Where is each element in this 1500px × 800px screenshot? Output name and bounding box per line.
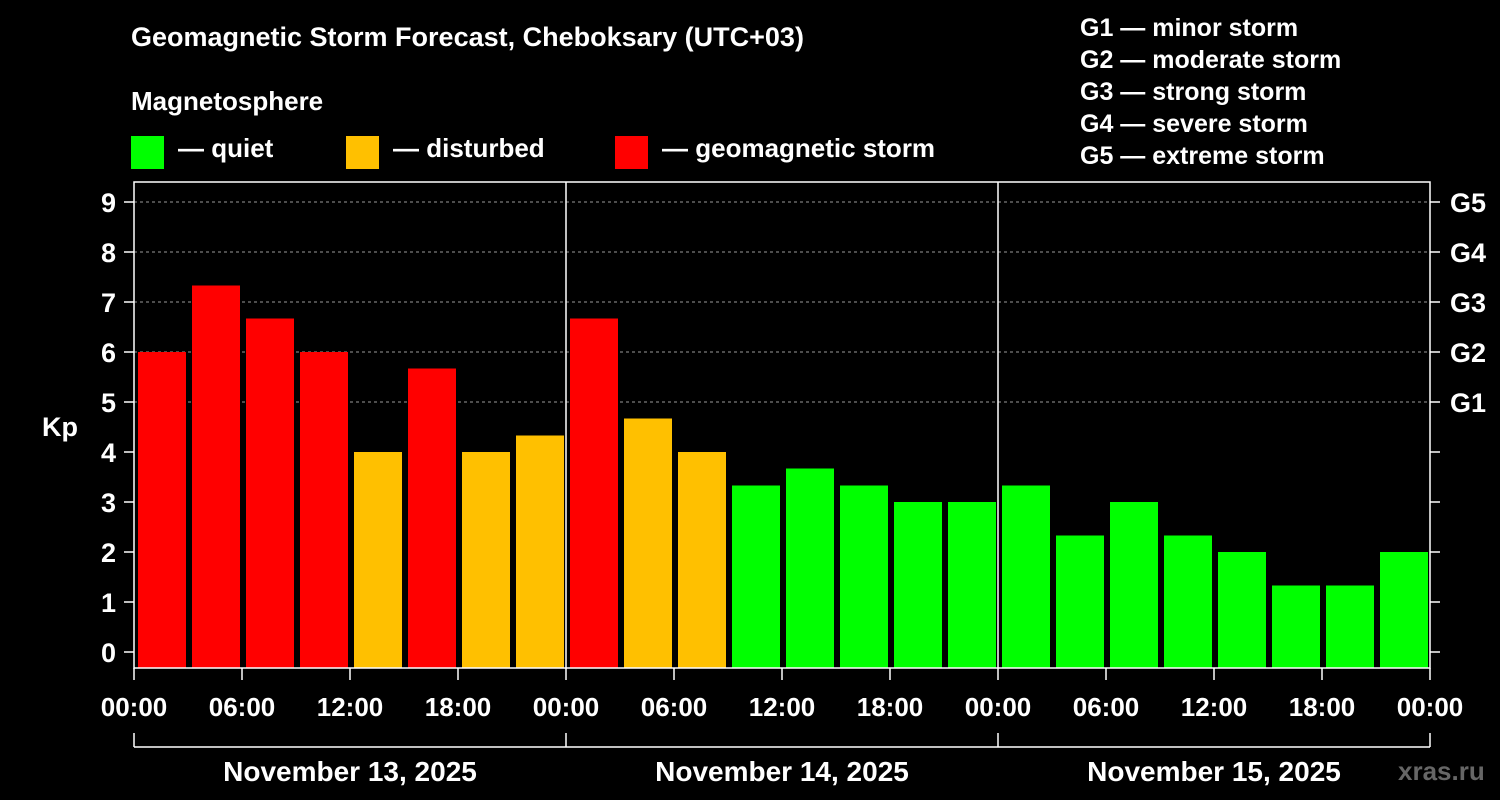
y-tick-label-7: 7 xyxy=(101,288,116,318)
storm-scale-g1: G1 — minor storm xyxy=(1080,14,1299,42)
bar-21 xyxy=(1272,585,1320,668)
legend-swatch-quiet xyxy=(131,136,164,169)
bar-22 xyxy=(1326,585,1374,668)
right-tick-label-g3: G3 xyxy=(1450,288,1486,318)
y-tick-label-5: 5 xyxy=(101,388,116,418)
bar-0 xyxy=(138,352,186,668)
bar-3 xyxy=(300,352,348,668)
bar-20 xyxy=(1218,552,1266,668)
x-tick-label-1: 06:00 xyxy=(209,692,276,722)
x-tick-label-7: 18:00 xyxy=(857,692,924,722)
x-tick-label-8: 00:00 xyxy=(965,692,1032,722)
bar-23 xyxy=(1380,552,1428,668)
x-tick-label-6: 12:00 xyxy=(749,692,816,722)
bar-12 xyxy=(786,468,834,668)
legend-heading: Magnetosphere xyxy=(131,86,324,116)
day-label-2: November 15, 2025 xyxy=(1087,756,1341,787)
bar-2 xyxy=(246,318,294,668)
x-tick-label-12: 00:00 xyxy=(1397,692,1464,722)
bar-8 xyxy=(570,318,618,668)
right-tick-label-g2: G2 xyxy=(1450,338,1486,368)
day-label-0: November 13, 2025 xyxy=(223,756,477,787)
y-tick-label-3: 3 xyxy=(101,488,116,518)
bar-1 xyxy=(192,285,240,668)
storm-scale-g3: G3 — strong storm xyxy=(1080,78,1307,106)
y-tick-label-2: 2 xyxy=(101,538,116,568)
storm-scale-g5: G5 — extreme storm xyxy=(1080,142,1325,170)
credit-text: xras.ru xyxy=(1398,756,1485,786)
bar-15 xyxy=(948,502,996,668)
bar-7 xyxy=(516,435,564,668)
right-tick-label-g1: G1 xyxy=(1450,388,1486,418)
day-label-1: November 14, 2025 xyxy=(655,756,909,787)
bar-6 xyxy=(462,452,510,668)
x-tick-label-0: 00:00 xyxy=(101,692,168,722)
bar-19 xyxy=(1164,535,1212,668)
bar-17 xyxy=(1056,535,1104,668)
y-tick-label-9: 9 xyxy=(101,188,116,218)
chart-title: Geomagnetic Storm Forecast, Cheboksary (… xyxy=(131,22,804,52)
bar-5 xyxy=(408,368,456,668)
legend-swatch-storm xyxy=(615,136,648,169)
x-tick-label-5: 06:00 xyxy=(641,692,708,722)
right-tick-label-g4: G4 xyxy=(1450,238,1486,268)
bar-16 xyxy=(1002,485,1050,668)
x-tick-label-11: 18:00 xyxy=(1289,692,1356,722)
legend-label-quiet: — quiet xyxy=(178,133,274,163)
y-tick-label-0: 0 xyxy=(101,638,116,668)
x-tick-label-4: 00:00 xyxy=(533,692,600,722)
legend-label-disturbed: — disturbed xyxy=(393,133,545,163)
right-tick-label-g5: G5 xyxy=(1450,188,1486,218)
legend-swatch-disturbed xyxy=(346,136,379,169)
y-tick-label-4: 4 xyxy=(101,438,116,468)
x-tick-label-3: 18:00 xyxy=(425,692,492,722)
bar-10 xyxy=(678,452,726,668)
legend-label-storm: — geomagnetic storm xyxy=(662,133,936,163)
y-tick-label-1: 1 xyxy=(101,588,116,618)
x-tick-label-10: 12:00 xyxy=(1181,692,1248,722)
y-axis-label: Kp xyxy=(42,412,78,442)
storm-scale-g2: G2 — moderate storm xyxy=(1080,46,1342,74)
bar-4 xyxy=(354,452,402,668)
bar-9 xyxy=(624,418,672,668)
y-tick-label-6: 6 xyxy=(101,338,116,368)
bar-13 xyxy=(840,485,888,668)
y-tick-label-8: 8 xyxy=(101,238,116,268)
x-tick-label-2: 12:00 xyxy=(317,692,384,722)
x-tick-label-9: 06:00 xyxy=(1073,692,1140,722)
bar-14 xyxy=(894,502,942,668)
bar-18 xyxy=(1110,502,1158,668)
bar-11 xyxy=(732,485,780,668)
storm-scale-g4: G4 — severe storm xyxy=(1080,110,1308,138)
